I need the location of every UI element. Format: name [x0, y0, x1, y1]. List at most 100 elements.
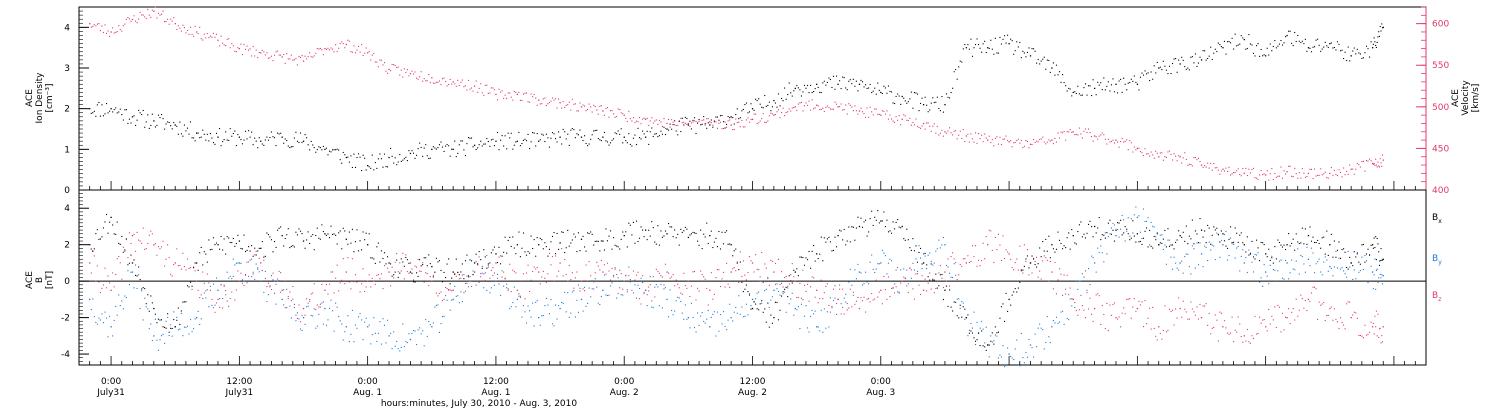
data-point: [1372, 163, 1374, 165]
data-point: [136, 275, 138, 277]
data-point: [445, 286, 447, 289]
data-point: [167, 313, 169, 315]
data-point: [481, 92, 483, 94]
data-point: [414, 71, 416, 73]
data-point: [489, 277, 491, 279]
data-point: [138, 274, 140, 276]
data-point: [524, 251, 526, 253]
data-point: [973, 337, 975, 339]
data-point: [713, 241, 715, 243]
data-point: [1226, 332, 1229, 334]
data-point: [284, 138, 286, 140]
data-point: [753, 271, 755, 273]
data-point: [788, 82, 790, 84]
data-point: [658, 244, 660, 246]
data-point: [364, 52, 366, 54]
data-point: [664, 263, 667, 265]
data-point: [267, 294, 269, 296]
data-point: [777, 93, 780, 95]
data-point: [839, 288, 841, 290]
data-point: [302, 307, 305, 310]
data-point: [1156, 232, 1158, 234]
data-point: [429, 157, 431, 159]
data-point: [959, 130, 961, 132]
data-point: [177, 25, 179, 27]
data-point: [405, 341, 407, 343]
data-point: [257, 147, 259, 149]
data-point: [741, 281, 743, 283]
data-point: [974, 340, 977, 342]
data-point: [748, 294, 751, 296]
data-point: [255, 140, 257, 142]
data-point: [284, 280, 286, 282]
data-point: [295, 320, 297, 322]
data-point: [419, 76, 421, 78]
data-point: [368, 274, 370, 276]
data-point: [446, 299, 448, 301]
data-point: [153, 335, 155, 337]
data-point: [603, 249, 605, 251]
data-point: [212, 283, 214, 285]
data-point: [793, 276, 795, 278]
data-point: [220, 235, 222, 238]
data-point: [562, 101, 564, 103]
data-point: [837, 106, 839, 108]
data-point: [1133, 298, 1135, 300]
data-point: [738, 268, 740, 271]
data-point: [1011, 40, 1013, 42]
data-point: [373, 169, 375, 171]
data-point: [614, 268, 616, 270]
data-point: [1138, 300, 1140, 302]
data-point: [1219, 173, 1221, 175]
data-point: [825, 241, 827, 243]
data-point: [1153, 327, 1155, 330]
data-point: [1207, 324, 1209, 326]
data-point: [278, 227, 280, 229]
data-point: [921, 263, 923, 265]
data-point: [1208, 312, 1210, 314]
x-tick-time-label: 12:00: [740, 377, 766, 387]
data-point: [1098, 135, 1100, 137]
data-point: [1263, 244, 1265, 246]
data-point: [422, 262, 424, 264]
data-point: [513, 144, 515, 146]
data-point: [179, 264, 181, 267]
data-point: [1359, 334, 1361, 336]
data-point: [550, 100, 552, 102]
data-point: [949, 127, 951, 129]
data-point: [170, 18, 172, 20]
data-point: [865, 84, 867, 86]
data-point: [1213, 52, 1215, 54]
data-point: [269, 285, 271, 287]
data-point: [1379, 273, 1381, 275]
data-point: [500, 139, 502, 141]
data-point: [302, 317, 305, 319]
data-point: [1077, 288, 1079, 290]
data-point: [1078, 224, 1080, 226]
data-point: [1110, 84, 1112, 86]
data-point: [1109, 219, 1111, 221]
data-point: [1306, 50, 1308, 52]
data-point: [1017, 287, 1019, 289]
data-point: [872, 114, 874, 116]
data-point: [877, 113, 879, 115]
x-tick-date-label: Aug. 2: [610, 388, 639, 398]
data-point: [1155, 72, 1157, 74]
data-point: [396, 164, 398, 166]
data-point: [509, 308, 511, 310]
data-point: [116, 31, 118, 33]
data-point: [202, 271, 204, 273]
data-point: [254, 278, 256, 280]
data-point: [602, 271, 604, 273]
data-point: [635, 220, 638, 222]
data-point: [470, 260, 473, 262]
data-point: [1072, 234, 1074, 237]
data-point: [1374, 41, 1376, 43]
data-point: [564, 258, 566, 261]
data-point: [1217, 169, 1219, 171]
data-point: [1268, 308, 1270, 311]
data-point: [1213, 245, 1215, 247]
data-point: [791, 107, 793, 109]
data-point: [878, 291, 880, 293]
top-left-tick-label: 0: [64, 186, 70, 196]
